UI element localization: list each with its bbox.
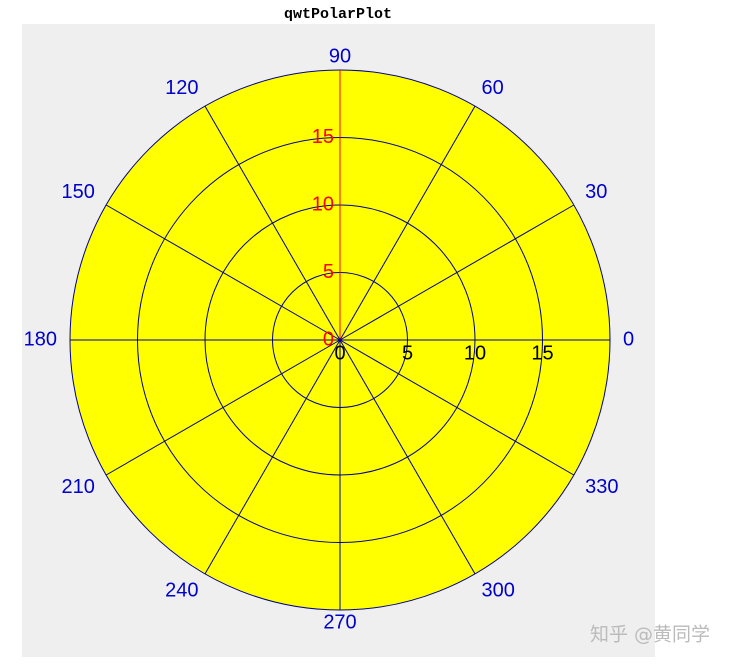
grid-spoke — [339, 339, 575, 476]
angle-tick-label: 120 — [165, 77, 198, 99]
grid-spoke — [204, 339, 341, 575]
radial-tick-label: 5 — [402, 342, 413, 364]
angle-tick-label: 0 — [623, 328, 634, 350]
watermark: 知乎 @黄同学 — [590, 624, 710, 646]
angle-tick-label: 150 — [62, 181, 95, 203]
grid-spoke — [339, 204, 575, 341]
radial-tick-label: 10 — [464, 342, 486, 364]
radial-tick-label: 5 — [323, 261, 334, 283]
angle-tick-label: 240 — [165, 579, 198, 601]
angle-tick-label: 30 — [585, 181, 607, 203]
radial-tick-label: 15 — [312, 126, 334, 148]
angle-tick-label: 330 — [585, 476, 618, 498]
chart-title: qwtPolarPlot — [284, 6, 392, 23]
angle-tick-label: 60 — [482, 77, 504, 99]
grid-spoke — [339, 339, 476, 575]
grid-spoke — [105, 204, 341, 341]
angle-tick-label: 180 — [24, 328, 57, 350]
angle-tick-label: 300 — [482, 579, 515, 601]
radial-tick-label: 0 — [323, 328, 334, 350]
grid-spoke — [339, 105, 476, 341]
grid-spoke — [105, 339, 341, 476]
angle-tick-label: 210 — [62, 476, 95, 498]
radial-tick-label: 0 — [334, 342, 345, 364]
angle-tick-label: 90 — [329, 45, 351, 67]
radial-tick-label: 10 — [312, 193, 334, 215]
polar-plot: 0306090120150180210240270300330005510101… — [24, 45, 635, 633]
radial-tick-label: 15 — [531, 342, 553, 364]
grid-spoke — [204, 105, 341, 341]
angle-tick-label: 270 — [323, 611, 356, 633]
